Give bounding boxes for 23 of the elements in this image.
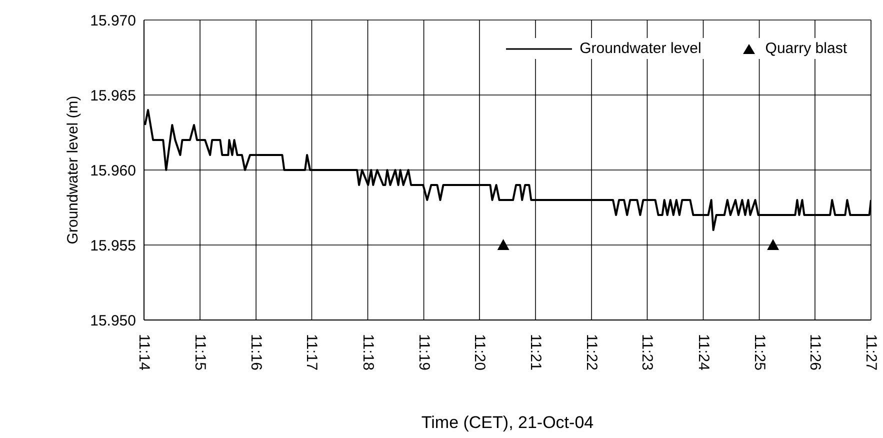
legend-label: Quarry blast: [765, 40, 847, 57]
y-tick-label: 15.950: [90, 312, 136, 330]
x-tick-label: 11:23: [638, 334, 656, 370]
y-tick-label: 15.970: [90, 12, 136, 30]
y-axis-title: Groundwater level (m): [64, 96, 82, 244]
x-tick-label: 11:21: [527, 334, 544, 370]
x-tick-label: 11:24: [694, 334, 712, 370]
x-tick-label: 11:22: [583, 334, 600, 370]
y-tick-label: 15.955: [90, 237, 136, 254]
x-tick-label: 11:20: [470, 334, 488, 370]
x-axis-title: Time (CET), 21-Oct-04: [421, 413, 594, 432]
x-tick-label: 11:27: [862, 334, 880, 370]
legend-label: Groundwater level: [580, 40, 702, 57]
x-tick-label: 11:17: [303, 334, 320, 370]
x-tick-label: 11:14: [136, 334, 152, 370]
y-tick-label: 15.960: [90, 162, 136, 180]
x-tick-label: 11:25: [750, 334, 768, 370]
x-tick-label: 11:19: [415, 334, 432, 370]
y-tick-label: 15.965: [90, 87, 136, 104]
x-tick-label: 11:26: [806, 334, 824, 370]
x-tick-label: 11:16: [248, 334, 265, 370]
x-tick-label: 11:18: [359, 334, 376, 370]
x-tick-label: 11:15: [192, 334, 209, 370]
